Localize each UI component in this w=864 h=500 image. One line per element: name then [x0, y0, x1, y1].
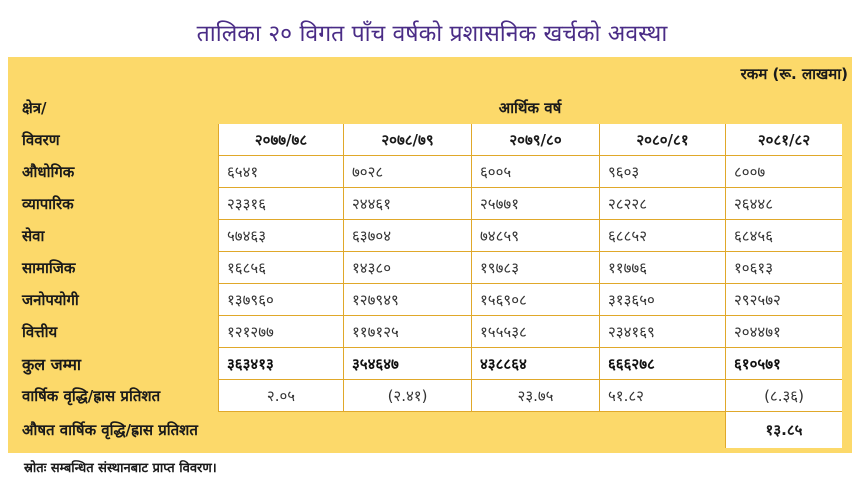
row-label: वित्तीय — [14, 316, 218, 348]
table-cell: १६८५६ — [218, 252, 343, 284]
growth-cell: २.०५ — [218, 380, 343, 412]
category-header: क्षेत्र/ — [14, 92, 218, 124]
table-cell: १९७८३ — [471, 252, 599, 284]
growth-row: वार्षिक वृद्धि/ह्रास प्रतिशत २.०५ (२.४१)… — [14, 380, 842, 412]
table-cell: २८२२८ — [599, 188, 725, 220]
table-cell: १३७९६० — [218, 284, 343, 316]
table-cell: १०६१३ — [725, 252, 842, 284]
year-header: २०७७/७८ — [218, 124, 343, 156]
table-cell: १२१२७७ — [218, 316, 343, 348]
table-cell: ५७४६३ — [218, 220, 343, 252]
table-cell: १५५५३८ — [471, 316, 599, 348]
table-title: तालिका २० विगत पाँच वर्षको प्रशासनिक खर्… — [196, 21, 668, 47]
year-header: २०८०/८१ — [599, 124, 725, 156]
average-row: औषत वार्षिक वृद्धि/ह्रास प्रतिशत १३.८५ — [14, 412, 842, 448]
average-value: १३.८५ — [725, 412, 842, 448]
table-cell: ९६०३ — [599, 156, 725, 188]
header-row-1: क्षेत्र/ आर्थिक वर्ष — [14, 92, 842, 124]
table-row: औधोगिक ६५४१ ७०२८ ६००५ ९६०३ ८००७ — [14, 156, 842, 188]
row-label: व्यापारिक — [14, 188, 218, 220]
table-cell: २०४४७१ — [725, 316, 842, 348]
total-label: कुल जम्मा — [14, 348, 218, 380]
table-cell: ११७७६ — [599, 252, 725, 284]
table-cell: ८००७ — [725, 156, 842, 188]
total-cell: ३५४६४७ — [343, 348, 471, 380]
table-cell: ६८४५६ — [725, 220, 842, 252]
expense-table: क्षेत्र/ आर्थिक वर्ष विवरण २०७७/७८ २०७८/… — [14, 92, 842, 448]
row-label: सामाजिक — [14, 252, 218, 284]
growth-cell: ५१.८२ — [599, 380, 725, 412]
table-cell: २९२५७२ — [725, 284, 842, 316]
table-row: वित्तीय १२१२७७ ११७१२५ १५५५३८ २३४१६९ २०४४… — [14, 316, 842, 348]
source-note: स्रोतः सम्बन्धित संस्थानबाट प्राप्त विवर… — [24, 461, 217, 476]
growth-label: वार्षिक वृद्धि/ह्रास प्रतिशत — [14, 380, 218, 412]
table-cell: १२७९४९ — [343, 284, 471, 316]
total-cell: ६१०५७१ — [725, 348, 842, 380]
table-cell: ७०२८ — [343, 156, 471, 188]
total-cell: ६६६२७८ — [599, 348, 725, 380]
table-cell: २३४१६९ — [599, 316, 725, 348]
average-label: औषत वार्षिक वृद्धि/ह्रास प्रतिशत — [14, 412, 725, 448]
fiscal-year-header: आर्थिक वर्ष — [218, 92, 842, 124]
growth-cell: (८.३६) — [725, 380, 842, 412]
header-row-2: विवरण २०७७/७८ २०७८/७९ २०७९/८० २०८०/८१ २०… — [14, 124, 842, 156]
total-cell: ४३८८६४ — [471, 348, 599, 380]
unit-note: रकम (रू. लाखमा) — [740, 65, 848, 83]
table-cell: २६४४८ — [725, 188, 842, 220]
table-cell: ६३७०४ — [343, 220, 471, 252]
table-cell: ६००५ — [471, 156, 599, 188]
table-cell: ६५४१ — [218, 156, 343, 188]
year-header: २०७९/८० — [471, 124, 599, 156]
table-cell: २४४६१ — [343, 188, 471, 220]
table-cell: १५६९०८ — [471, 284, 599, 316]
growth-cell: (२.४१) — [343, 380, 471, 412]
table-cell: ७४८५९ — [471, 220, 599, 252]
row-label: सेवा — [14, 220, 218, 252]
table-cell: २५७७१ — [471, 188, 599, 220]
table-cell: १४३८० — [343, 252, 471, 284]
table-row: व्यापारिक २३३१६ २४४६१ २५७७१ २८२२८ २६४४८ — [14, 188, 842, 220]
table-row: सेवा ५७४६३ ६३७०४ ७४८५९ ६८८५२ ६८४५६ — [14, 220, 842, 252]
total-cell: ३६३४१३ — [218, 348, 343, 380]
year-header: २०७८/७९ — [343, 124, 471, 156]
year-header: २०८१/८२ — [725, 124, 842, 156]
row-label: जनोपयोगी — [14, 284, 218, 316]
table-cell: ६८८५२ — [599, 220, 725, 252]
row-label: औधोगिक — [14, 156, 218, 188]
growth-cell: २३.७५ — [471, 380, 599, 412]
table-cell: ३१३६५० — [599, 284, 725, 316]
table-cell: २३३१६ — [218, 188, 343, 220]
category-subheader: विवरण — [14, 124, 218, 156]
table-row: जनोपयोगी १३७९६० १२७९४९ १५६९०८ ३१३६५० २९२… — [14, 284, 842, 316]
total-row: कुल जम्मा ३६३४१३ ३५४६४७ ४३८८६४ ६६६२७८ ६१… — [14, 348, 842, 380]
table-row: सामाजिक १६८५६ १४३८० १९७८३ ११७७६ १०६१३ — [14, 252, 842, 284]
table-cell: ११७१२५ — [343, 316, 471, 348]
